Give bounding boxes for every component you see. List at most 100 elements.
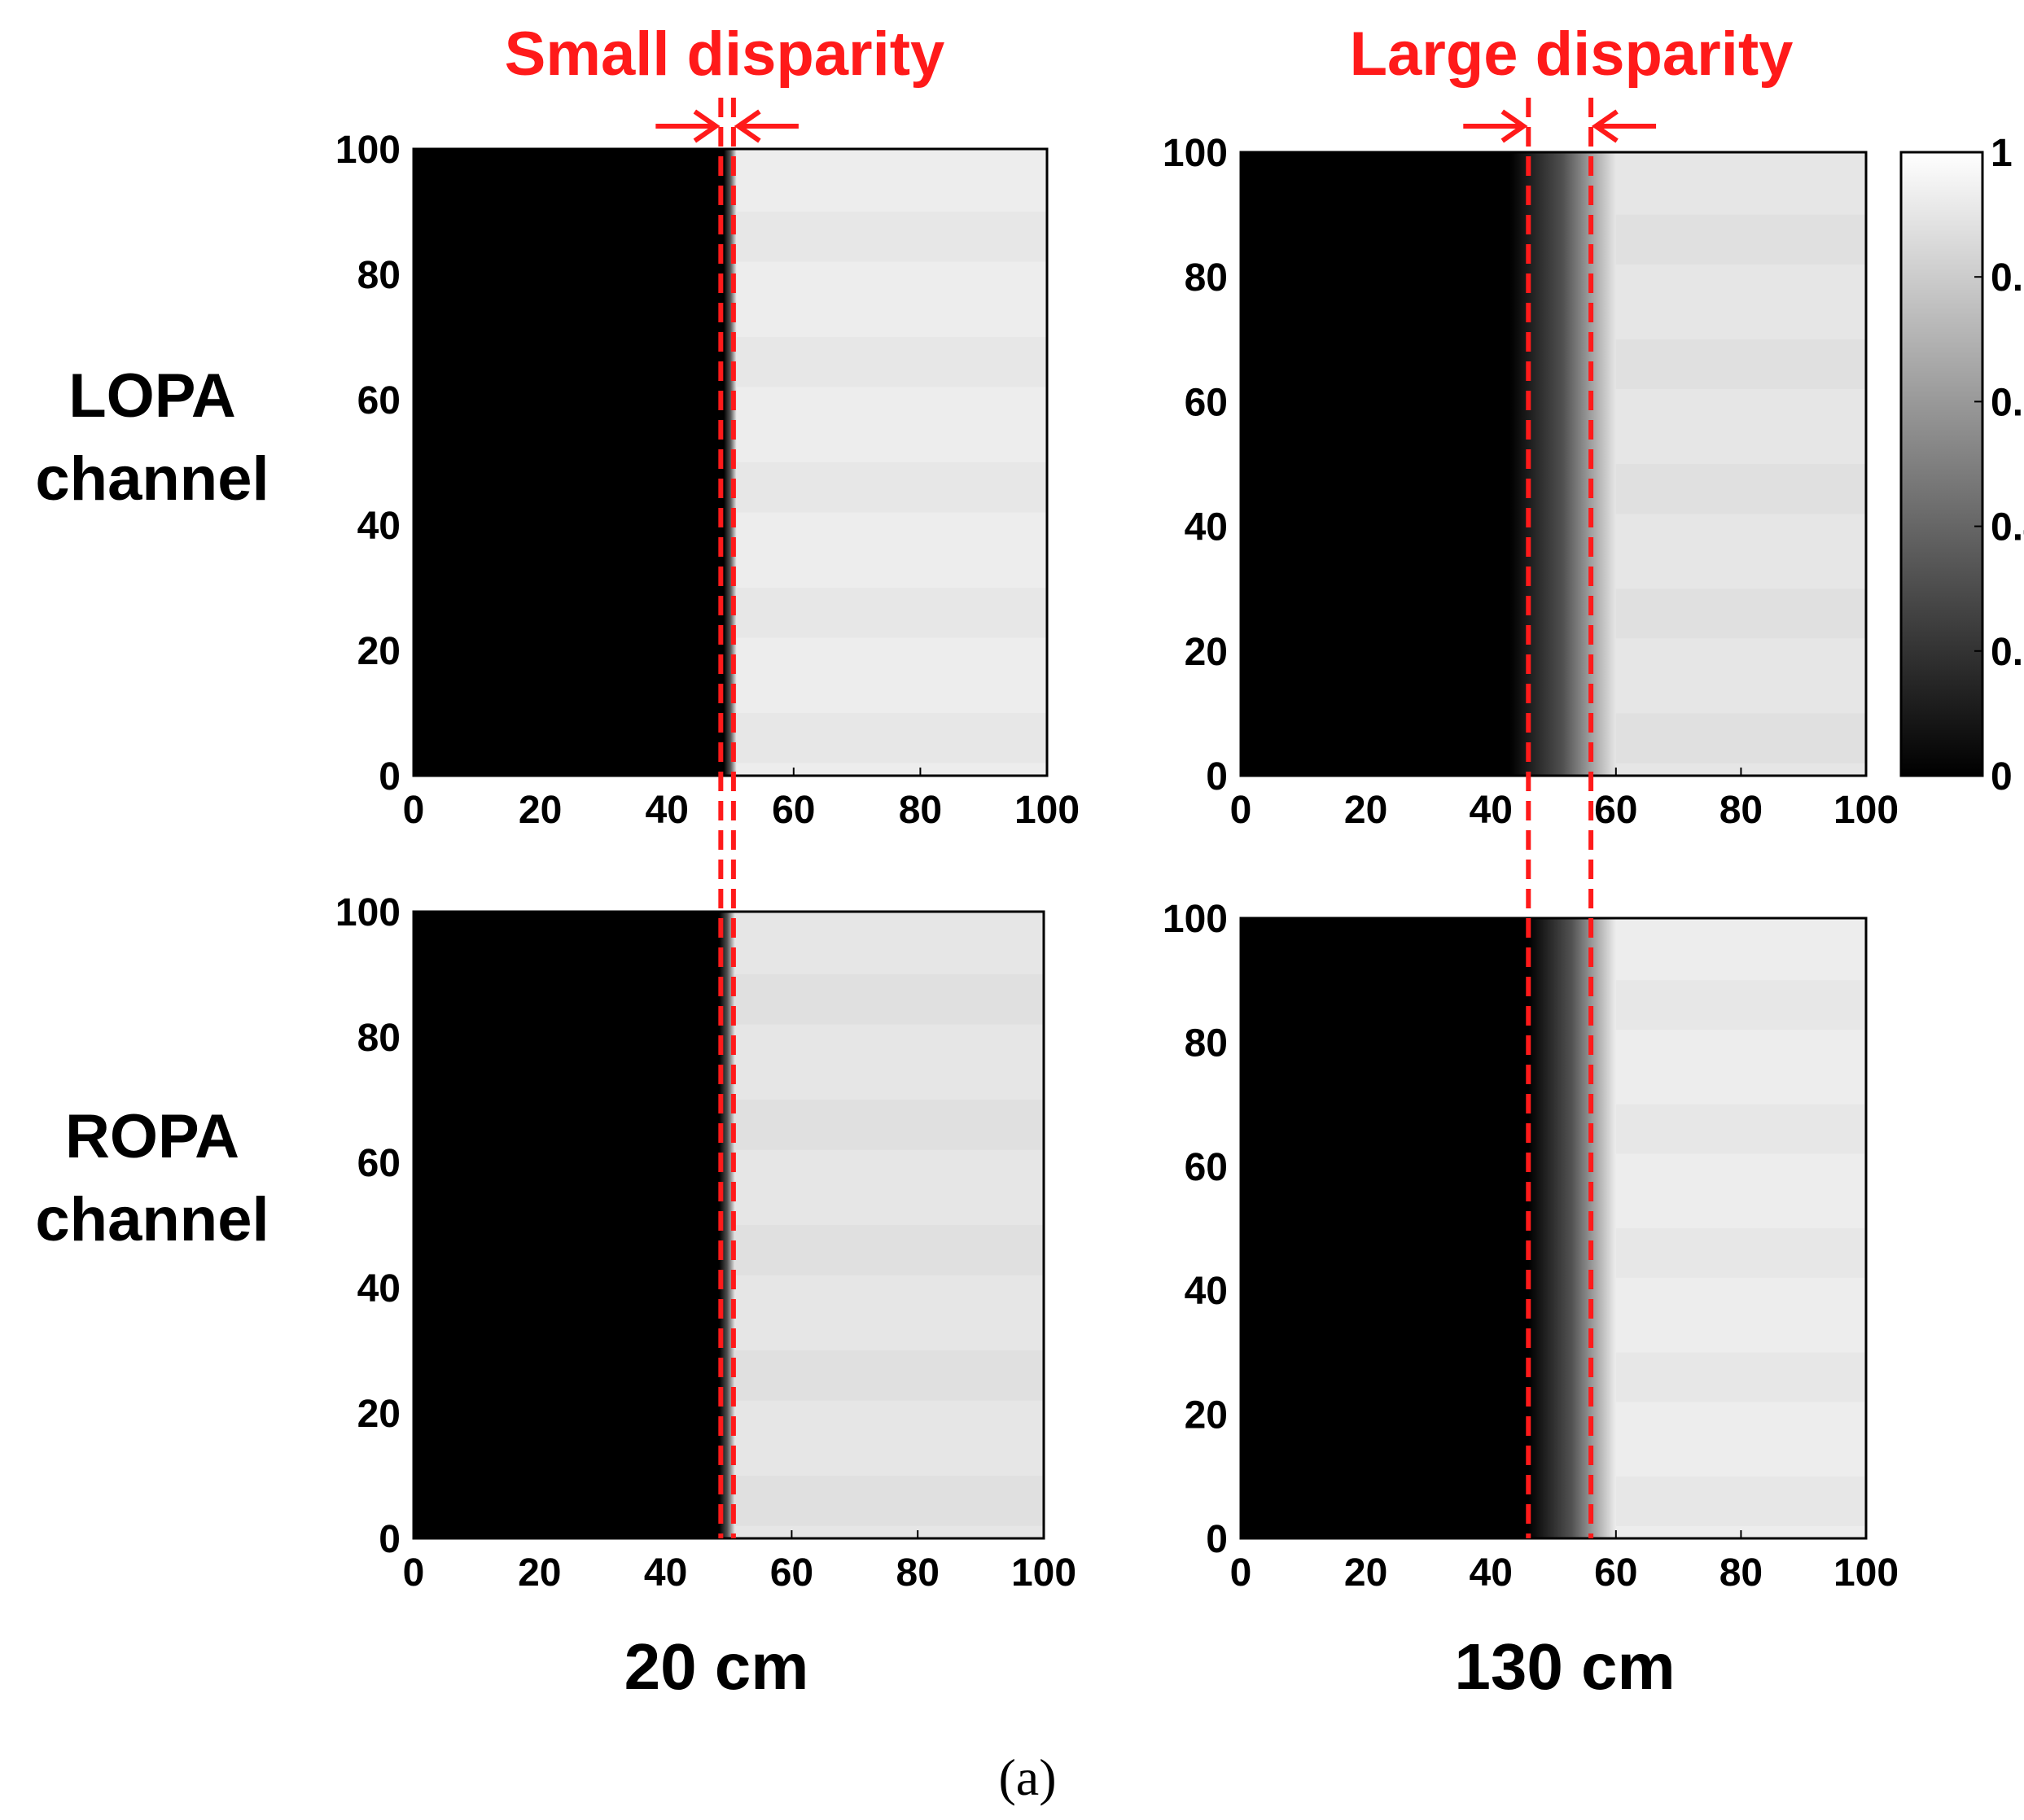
y-tick-label: 100	[335, 129, 401, 172]
y-tick-label: 100	[1163, 898, 1228, 941]
heatmap-band	[1616, 464, 1866, 514]
colorbar-tick-label: 0.2	[1991, 631, 2024, 674]
heatmap-band	[735, 1100, 1044, 1150]
x-tick-label: 0	[403, 1551, 425, 1595]
y-tick-label: 60	[357, 1142, 401, 1185]
y-tick-label: 0	[1206, 755, 1228, 798]
heatmap-band	[735, 1350, 1044, 1401]
x-tick-label: 20	[1344, 789, 1387, 832]
y-tick-label: 20	[357, 630, 401, 673]
heatmap-band	[1616, 980, 1866, 1030]
x-tick-label: 0	[1230, 789, 1252, 832]
y-tick-label: 40	[1185, 1270, 1228, 1313]
x-tick-label: 40	[1470, 1551, 1513, 1595]
panel-label: (a)	[998, 1748, 1056, 1806]
heatmap-band	[1616, 1105, 1866, 1154]
y-tick-label: 40	[1185, 506, 1228, 549]
x-tick-label: 100	[1833, 1551, 1899, 1595]
heatmap-band	[1616, 1477, 1866, 1526]
y-tick-label: 20	[1185, 631, 1228, 674]
column-label-130cm: 130 cm	[1454, 1630, 1675, 1703]
y-tick-label: 60	[1185, 1146, 1228, 1189]
x-tick-label: 100	[1014, 789, 1080, 832]
x-tick-label: 0	[403, 789, 425, 832]
heatmap-band	[1616, 339, 1866, 389]
x-tick-label: 80	[1720, 789, 1763, 832]
heatmap-panel: 0 20 40 60 80 100 0 20 40 60 80 100	[1163, 898, 1899, 1595]
row-label-ropa: ROPA	[65, 1102, 239, 1171]
disparity-arrowhead	[734, 109, 761, 143]
heatmap-band	[1616, 588, 1866, 638]
colorbar-tick-label: 0	[1991, 755, 2013, 798]
y-tick-label: 0	[379, 1518, 401, 1561]
heatmap-image	[1241, 918, 1866, 1538]
x-tick-label: 20	[1344, 1551, 1387, 1595]
heatmap-band	[737, 462, 1047, 513]
heatmap-band	[1616, 1352, 1866, 1402]
y-tick-label: 60	[357, 379, 401, 422]
disparity-overlay	[655, 98, 1657, 1538]
heatmap-band	[737, 212, 1047, 262]
x-tick-label: 80	[899, 789, 942, 832]
small-disparity-label: Small disparity	[505, 20, 945, 89]
y-tick-label: 40	[357, 1267, 401, 1310]
axes-frame	[1239, 151, 1868, 777]
y-tick-label: 80	[357, 1017, 401, 1060]
heatmap-band	[735, 1476, 1044, 1526]
heatmap-panels: 0 20 40 60 80 100 0 20 40 60 80 100 0 20 40 60 80 100 0 20 4…	[335, 129, 1899, 1595]
heatmap-image	[1241, 152, 1866, 776]
heatmap-panel: 0 20 40 60 80 100 0 20 40 60 80 100	[1163, 132, 1899, 832]
heatmap-panel: 0 20 40 60 80 100 0 20 40 60 80 100	[335, 891, 1076, 1595]
y-tick-label: 40	[357, 505, 401, 548]
x-tick-label: 80	[1720, 1551, 1763, 1595]
row-label-lopa-channel: channel	[35, 444, 269, 514]
heatmap-image	[414, 912, 1044, 1538]
axes-frame	[412, 147, 1049, 777]
y-tick-label: 0	[379, 755, 401, 798]
x-tick-label: 80	[896, 1551, 940, 1595]
x-tick-label: 40	[1470, 789, 1513, 832]
heatmap-band	[1616, 1228, 1866, 1278]
colorbar-tick-label: 0.4	[1991, 506, 2024, 549]
row-label-ropa-channel: channel	[35, 1185, 269, 1254]
heatmap-band	[735, 974, 1044, 1025]
x-tick-label: 20	[519, 789, 562, 832]
y-tick-label: 20	[1185, 1394, 1228, 1437]
y-tick-label: 0	[1206, 1518, 1228, 1561]
heatmap-band	[737, 337, 1047, 387]
colorbar-tick-label: 1	[1991, 132, 2013, 175]
column-label-20cm: 20 cm	[624, 1630, 809, 1703]
heatmap-band	[1616, 215, 1866, 265]
heatmap-band	[737, 713, 1047, 763]
x-tick-label: 40	[646, 789, 689, 832]
large-disparity-label: Large disparity	[1350, 20, 1794, 89]
heatmap-panel: 0 20 40 60 80 100 0 20 40 60 80 100	[335, 129, 1080, 832]
x-tick-label: 60	[770, 1551, 813, 1595]
x-tick-label: 60	[772, 789, 815, 832]
y-tick-label: 80	[1185, 256, 1228, 300]
heatmap-band	[1616, 713, 1866, 763]
x-tick-label: 100	[1833, 789, 1899, 832]
x-tick-label: 100	[1011, 1551, 1076, 1595]
disparity-arrowhead	[1591, 109, 1619, 143]
row-label-lopa: LOPA	[68, 361, 235, 431]
colorbar-gradient	[1899, 151, 1984, 777]
colorbar: 0 0.2 0.4 0.6 0.8 1	[1899, 132, 2024, 798]
disparity-arrowhead	[693, 109, 721, 143]
x-tick-label: 40	[644, 1551, 687, 1595]
heatmap-image	[414, 149, 1047, 776]
colorbar-tick-label: 0.6	[1991, 381, 2024, 424]
disparity-arrowhead	[1500, 109, 1528, 143]
heatmap-band	[737, 588, 1047, 638]
y-tick-label: 80	[357, 254, 401, 297]
x-tick-label: 60	[1594, 1551, 1637, 1595]
x-tick-label: 60	[1594, 789, 1637, 832]
x-tick-label: 20	[518, 1551, 561, 1595]
y-tick-label: 100	[335, 891, 401, 934]
y-tick-label: 20	[357, 1393, 401, 1436]
colorbar-tick-label: 0.8	[1991, 256, 2024, 300]
axes-frame	[1239, 917, 1868, 1540]
axes-frame	[412, 910, 1045, 1540]
y-tick-label: 80	[1185, 1022, 1228, 1065]
